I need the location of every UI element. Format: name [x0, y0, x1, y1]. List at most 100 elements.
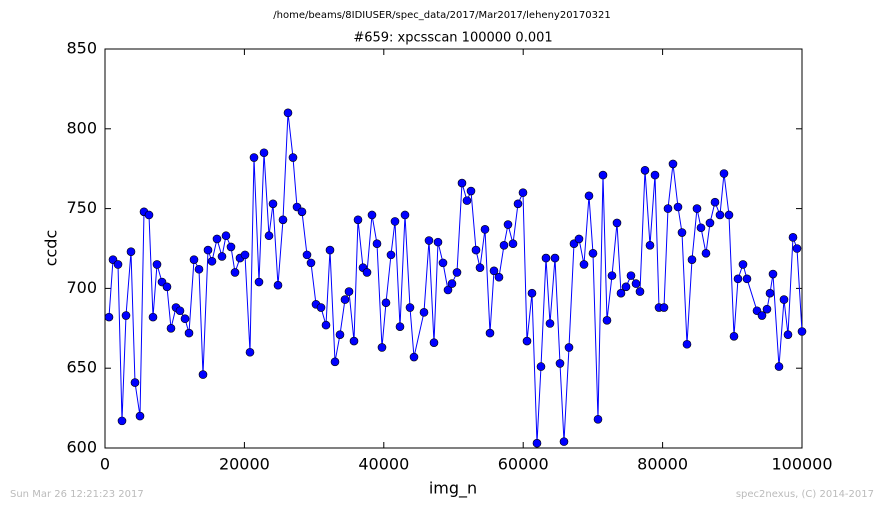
data-point — [705, 218, 715, 228]
data-point — [602, 316, 612, 325]
data-point — [400, 210, 410, 220]
data-point — [650, 170, 660, 180]
data-point — [779, 295, 789, 304]
data-point — [377, 343, 387, 352]
data-point — [288, 153, 298, 162]
data-point — [268, 199, 278, 209]
data-point — [673, 202, 683, 212]
data-point — [330, 357, 340, 367]
chart-header: /home/beams/8IDIUSER/spec_data/2017/Mar2… — [273, 10, 610, 21]
data-point — [518, 188, 528, 197]
data-point — [724, 210, 734, 220]
data-point — [466, 186, 476, 196]
data-point — [508, 239, 518, 249]
data-point — [135, 411, 145, 421]
data-point — [797, 327, 807, 336]
data-point — [162, 282, 172, 292]
x-tick-label: 20000 — [219, 455, 270, 474]
x-tick-label: 0 — [100, 455, 110, 474]
data-point — [349, 336, 359, 346]
data-point — [532, 438, 542, 448]
footer-credit: spec2nexus, (C) 2014-2017 — [736, 489, 874, 500]
data-point — [126, 247, 136, 256]
data-point — [203, 245, 213, 255]
data-point — [640, 165, 650, 175]
data-point — [117, 416, 127, 426]
data-point — [166, 323, 176, 333]
data-point — [386, 250, 396, 260]
data-point — [194, 264, 204, 274]
data-point — [344, 287, 354, 296]
data-point — [221, 231, 231, 241]
data-point — [240, 250, 250, 260]
data-point — [757, 311, 767, 320]
data-point — [522, 336, 532, 346]
data-point — [696, 223, 706, 233]
data-point — [381, 298, 391, 308]
data-point — [130, 378, 140, 387]
data-point — [682, 339, 692, 349]
data-point — [645, 241, 655, 250]
data-point — [499, 241, 509, 250]
data-point — [555, 359, 565, 368]
x-tick-label: 40000 — [358, 455, 409, 474]
data-point — [719, 169, 729, 178]
data-point — [278, 215, 288, 225]
data-point — [447, 279, 457, 288]
data-line — [108, 112, 803, 444]
data-point — [579, 260, 589, 269]
data-point — [774, 362, 784, 371]
data-point — [494, 272, 504, 282]
data-point — [762, 304, 772, 314]
data-point — [588, 248, 598, 258]
data-point — [701, 248, 711, 258]
data-point — [485, 328, 495, 338]
data-point — [631, 279, 641, 288]
data-point — [715, 210, 725, 220]
x-tick-label: 80000 — [637, 455, 688, 474]
data-point — [788, 233, 798, 242]
data-point — [621, 282, 631, 292]
data-point — [598, 170, 608, 180]
data-point — [152, 260, 162, 269]
data-point — [443, 285, 453, 295]
data-point — [663, 204, 673, 213]
data-point — [593, 414, 603, 424]
data-point — [536, 362, 546, 371]
x-tick-label: 60000 — [498, 455, 549, 474]
data-point — [144, 210, 154, 220]
data-point — [409, 352, 419, 362]
y-tick-label: 700 — [66, 278, 97, 297]
data-point — [212, 234, 222, 244]
data-point — [677, 228, 687, 237]
y-tick-label: 800 — [66, 118, 97, 137]
data-point — [626, 271, 636, 280]
data-point — [198, 370, 208, 379]
data-point — [249, 153, 259, 162]
data-point — [792, 244, 802, 253]
y-tick-label: 650 — [66, 358, 97, 377]
data-point — [429, 338, 439, 347]
data-point — [687, 255, 697, 264]
data-point — [692, 204, 702, 213]
data-point — [245, 347, 255, 357]
data-point — [405, 303, 415, 312]
data-point — [489, 266, 499, 276]
data-point — [480, 225, 490, 234]
plot-frame — [104, 48, 803, 449]
data-point — [367, 210, 377, 220]
data-point — [513, 199, 523, 209]
data-point — [729, 331, 739, 341]
data-point — [550, 253, 560, 263]
data-point — [559, 437, 569, 446]
data-point — [419, 308, 429, 317]
data-point — [438, 258, 448, 268]
data-point — [207, 256, 217, 266]
data-point — [390, 217, 400, 226]
x-axis-label: img_n — [429, 479, 477, 499]
data-point — [424, 236, 434, 245]
data-point — [184, 328, 194, 338]
data-point — [541, 253, 551, 263]
data-point — [316, 303, 326, 312]
